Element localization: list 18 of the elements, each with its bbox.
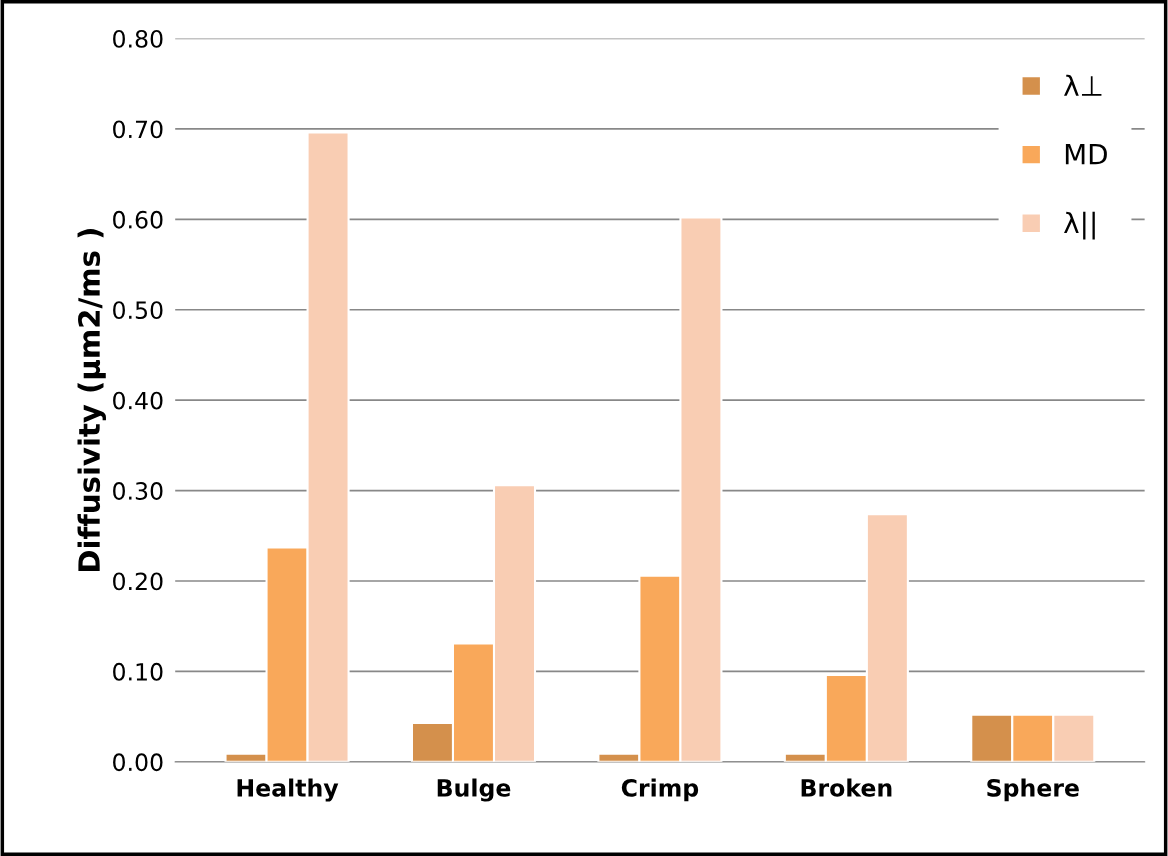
y-tick-label: 0.30 xyxy=(113,482,163,500)
legend-label: λ⊥ xyxy=(1064,74,1102,96)
y-tick-label: 0.80 xyxy=(113,29,163,48)
x-tick-label: Broken xyxy=(801,778,892,797)
y-tick-label: 0.70 xyxy=(113,120,163,139)
legend-label: λ|| xyxy=(1064,211,1095,240)
y-tick-label: 0.60 xyxy=(113,210,163,229)
y-tick-label: 0.50 xyxy=(113,301,163,320)
legend-label: MD xyxy=(1065,144,1107,165)
y-tick-label: 0.10 xyxy=(113,662,163,681)
x-tick-label: Healthy xyxy=(237,778,339,802)
y-axis-title: Diffusivity (μm2/ms ) xyxy=(77,229,106,572)
x-tick-label: Sphere xyxy=(987,778,1079,802)
y-tick-label: 0.40 xyxy=(113,391,163,410)
y-tick-label: 0.00 xyxy=(113,753,163,772)
x-tick-label: Crimp xyxy=(621,778,699,802)
y-tick-label: 0.20 xyxy=(113,572,163,591)
x-tick-label: Bulge xyxy=(437,778,511,802)
